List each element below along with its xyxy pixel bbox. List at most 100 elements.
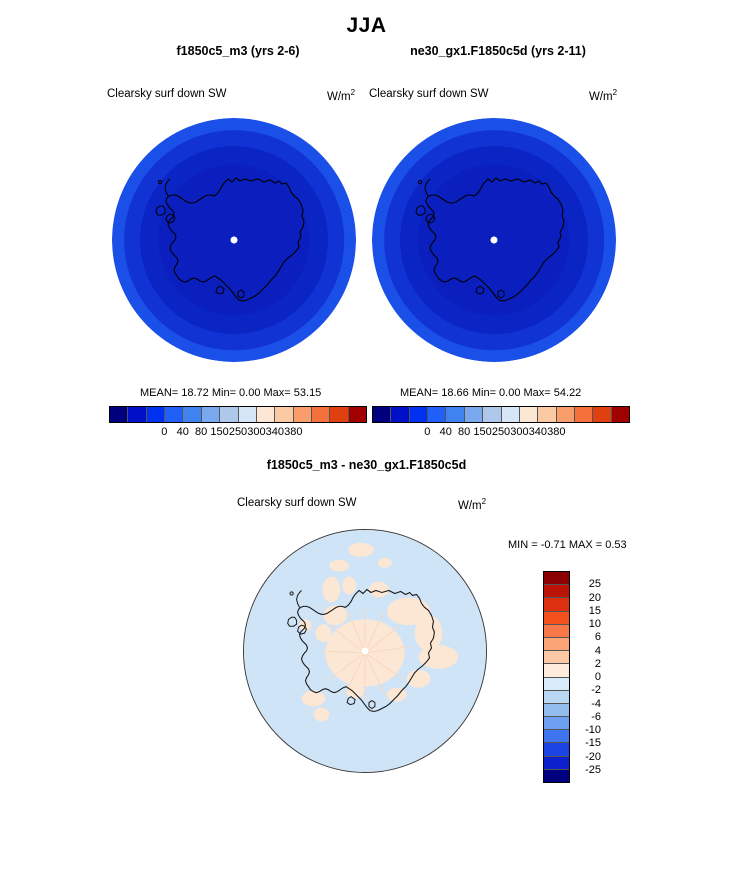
left-panel-stats: MEAN= 18.72 Min= 0.00 Max= 53.15 — [140, 387, 322, 399]
difference-panel-title: f1850c5_m3 - ne30_gx1.F1850c5d — [266, 458, 467, 472]
right-colorbar-swatch-12 — [593, 407, 612, 422]
diff-unit-exponent: 2 — [481, 497, 487, 506]
difference-colorbar-swatch-1 — [544, 585, 569, 599]
difference-colorbar-tick-6: 2 — [594, 657, 601, 670]
difference-colorbar-swatch-6 — [544, 651, 569, 665]
left-colorbar-tick-3: 150 — [210, 426, 229, 438]
difference-colorbar-tick-0: 25 — [588, 578, 601, 591]
right-colorbar-swatch-0 — [373, 407, 392, 422]
difference-colorbar-tick-14: -25 — [585, 763, 601, 776]
difference-colorbar-swatch-5 — [544, 637, 569, 652]
right-colorbar-swatches — [372, 406, 630, 423]
left-colorbar-swatch-13 — [348, 407, 367, 422]
left-colorbar-swatch-11 — [311, 407, 331, 422]
left-colorbar-tick-2: 80 — [195, 426, 208, 438]
right-colorbar-swatch-13 — [611, 407, 630, 422]
difference-colorbar-swatch-9 — [544, 690, 569, 704]
difference-colorbar-ticks: 25 20 15 10 6 4 2 0 -2 -4 -6 -10 -15 -20 -25 — [575, 571, 621, 783]
right-polar-map — [372, 118, 616, 362]
difference-positive-patches — [299, 542, 459, 722]
left-polar-map — [112, 118, 356, 362]
difference-colorbar-tick-13: -20 — [585, 750, 601, 763]
right-colorbar-swatch-8 — [519, 407, 539, 422]
difference-colorbar-swatch-0 — [544, 572, 569, 586]
right-panel-stats: MEAN= 18.66 Min= 0.00 Max= 54.22 — [400, 387, 582, 399]
left-colorbar-swatch-9 — [275, 407, 294, 422]
difference-panel-field-label: Clearsky surf down SW — [237, 497, 357, 509]
difference-colorbar-tick-8: -2 — [591, 684, 601, 697]
left-panel-title: f1850c5_m3 (yrs 2-6) — [176, 44, 300, 58]
season-title: JJA — [346, 14, 387, 37]
left-colorbar-tick-0: 0 — [161, 426, 168, 438]
right-panel-title: ne30_gx1.F1850c5d (yrs 2-11) — [410, 44, 586, 58]
right-panel-unit-label: W/m2 — [589, 88, 617, 103]
right-colorbar-swatch-2 — [409, 407, 429, 422]
left-colorbar-swatches — [109, 406, 367, 423]
left-colorbar-swatch-2 — [146, 407, 166, 422]
right-colorbar-tick-3: 150 — [473, 426, 492, 438]
difference-polar-map — [243, 529, 487, 773]
left-colorbar-swatch-4 — [183, 407, 202, 422]
left-colorbar: 0 40 80 150 250 300 340 380 — [109, 406, 367, 442]
difference-colorbar-tick-10: -6 — [591, 710, 601, 723]
left-colorbar-ticks: 0 40 80 150 250 300 340 380 — [109, 426, 367, 442]
difference-colorbar-swatches — [543, 571, 570, 783]
left-unit-exponent: 2 — [350, 88, 356, 97]
difference-south-pole-marker — [361, 647, 369, 655]
left-colorbar-swatch-12 — [330, 407, 349, 422]
difference-colorbar-swatch-4 — [544, 624, 569, 638]
difference-colorbar-swatch-12 — [544, 730, 569, 744]
difference-colorbar-tick-11: -10 — [585, 724, 601, 736]
left-colorbar-swatch-0 — [110, 407, 129, 422]
difference-colorbar-swatch-11 — [544, 717, 569, 731]
left-colorbar-tick-5: 300 — [247, 426, 266, 438]
right-colorbar-swatch-4 — [446, 407, 465, 422]
difference-colorbar-swatch-3 — [544, 611, 569, 625]
right-colorbar-tick-0: 0 — [424, 426, 431, 438]
right-colorbar-swatch-7 — [501, 407, 520, 422]
difference-colorbar-tick-2: 15 — [588, 604, 601, 617]
right-map-rings — [372, 118, 616, 362]
difference-panel-stats: MIN = -0.71 MAX = 0.53 — [508, 539, 627, 551]
left-colorbar-swatch-7 — [238, 407, 257, 422]
left-colorbar-swatch-6 — [220, 407, 239, 422]
left-colorbar-tick-6: 340 — [265, 426, 285, 438]
right-unit-exponent: 2 — [612, 88, 618, 97]
right-colorbar-swatch-3 — [428, 407, 447, 422]
difference-map-anomaly-field — [287, 542, 459, 722]
left-south-pole-marker — [230, 236, 238, 244]
difference-colorbar-tick-4: 6 — [594, 631, 601, 644]
right-colorbar-tick-4: 250 — [491, 426, 511, 438]
difference-colorbar: 25 20 15 10 6 4 2 0 -2 -4 -6 -10 -15 -20 -25 — [543, 571, 623, 783]
right-antarctica-coastline — [415, 177, 565, 302]
difference-colorbar-tick-12: -15 — [585, 737, 601, 750]
difference-colorbar-swatch-15 — [544, 769, 569, 782]
difference-colorbar-swatch-8 — [544, 677, 569, 691]
difference-colorbar-swatch-2 — [544, 598, 569, 612]
difference-colorbar-swatch-7 — [544, 664, 569, 678]
right-colorbar-tick-1: 40 — [439, 426, 452, 438]
difference-colorbar-swatch-13 — [544, 743, 569, 757]
left-colorbar-swatch-10 — [293, 407, 312, 422]
left-colorbar-swatch-3 — [165, 407, 184, 422]
left-colorbar-swatch-5 — [201, 407, 221, 422]
difference-colorbar-swatch-14 — [544, 756, 569, 770]
left-panel-field-label: Clearsky surf down SW — [107, 88, 227, 100]
right-colorbar-swatch-1 — [391, 407, 410, 422]
right-colorbar-swatch-5 — [464, 407, 484, 422]
left-colorbar-swatch-8 — [256, 407, 276, 422]
right-colorbar-tick-6: 340 — [528, 426, 548, 438]
difference-panel-unit-label: W/m2 — [458, 497, 486, 512]
right-colorbar-ticks: 0 40 80 150 250 300 340 380 — [372, 426, 630, 442]
right-colorbar-tick-7: 380 — [547, 426, 566, 438]
left-colorbar-tick-4: 250 — [228, 426, 248, 438]
left-colorbar-swatch-1 — [128, 407, 147, 422]
left-colorbar-tick-7: 380 — [284, 426, 303, 438]
difference-radial-streaks — [321, 607, 409, 701]
difference-colorbar-tick-3: 10 — [588, 618, 601, 630]
left-panel-unit-label: W/m2 — [327, 88, 355, 103]
right-colorbar-tick-2: 80 — [458, 426, 471, 438]
difference-colorbar-tick-1: 20 — [588, 591, 601, 604]
difference-colorbar-tick-5: 4 — [594, 644, 601, 657]
right-colorbar-swatch-9 — [538, 407, 557, 422]
